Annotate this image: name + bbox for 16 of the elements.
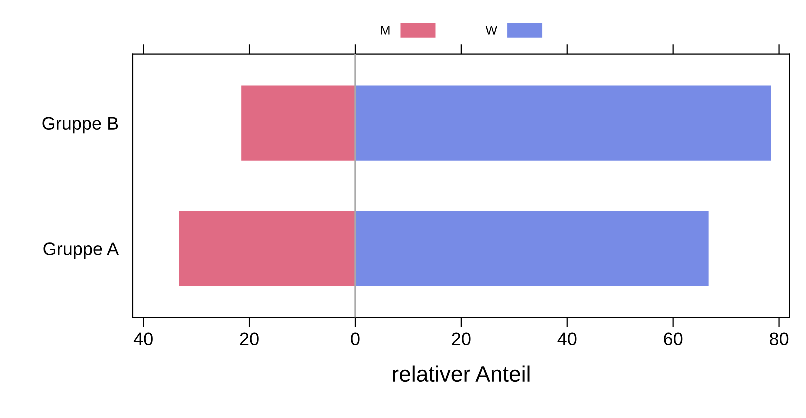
y-tick-label: Gruppe B — [42, 117, 118, 134]
x-tick-label: 40 — [558, 332, 577, 346]
x-axis-title: relativer Anteil — [393, 366, 530, 382]
legend-label: W — [486, 26, 498, 35]
bar — [355, 211, 709, 286]
x-tick-label: 60 — [664, 332, 683, 346]
x-tick-label: 40 — [134, 332, 153, 346]
bar — [355, 86, 772, 161]
x-tick-label: 20 — [452, 332, 471, 346]
legend-label: M — [381, 26, 390, 35]
bar — [242, 86, 356, 161]
x-tick-label: 0 — [351, 332, 360, 346]
bar — [179, 211, 356, 286]
y-tick-label: Gruppe A — [44, 242, 120, 259]
x-tick-label: 20 — [240, 332, 259, 346]
x-tick-label: 80 — [770, 332, 789, 346]
